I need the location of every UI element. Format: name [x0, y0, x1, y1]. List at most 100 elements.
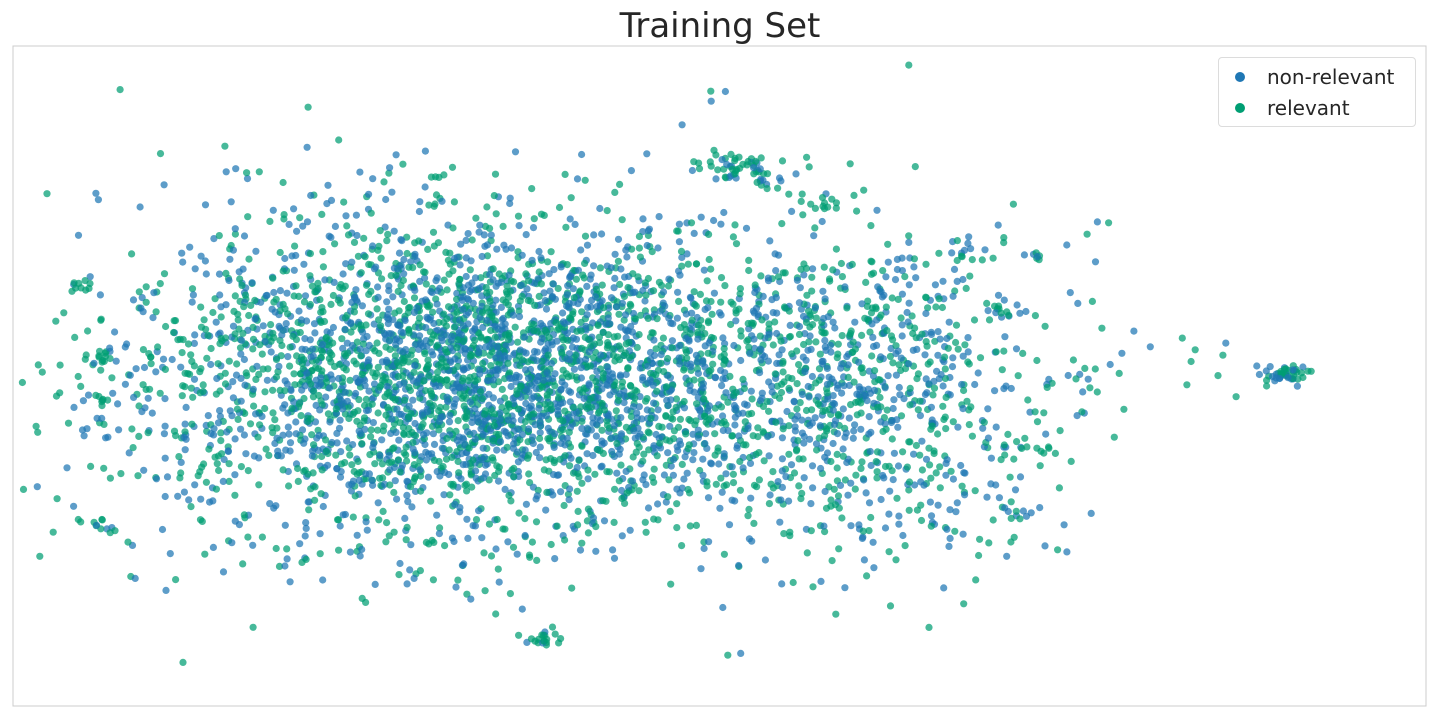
- point-non-relevant: [719, 412, 727, 420]
- point-relevant: [239, 329, 247, 337]
- point-non-relevant: [408, 503, 416, 511]
- point-relevant: [696, 290, 705, 298]
- point-non-relevant: [604, 381, 612, 389]
- point-relevant: [737, 332, 745, 340]
- points-layer: [18, 61, 1315, 667]
- point-non-relevant: [106, 344, 114, 352]
- point-relevant: [335, 546, 343, 554]
- point-non-relevant: [131, 574, 139, 583]
- point-relevant: [449, 482, 457, 490]
- point-relevant: [968, 256, 976, 264]
- point-relevant: [785, 450, 793, 458]
- point-non-relevant: [798, 390, 807, 398]
- point-relevant: [1054, 546, 1062, 554]
- point-relevant: [255, 370, 263, 378]
- point-relevant: [209, 308, 217, 317]
- point-relevant: [431, 173, 440, 181]
- point-relevant: [269, 429, 277, 437]
- point-relevant: [892, 556, 900, 564]
- point-relevant: [442, 363, 450, 371]
- point-non-relevant: [249, 385, 257, 393]
- point-relevant: [407, 483, 415, 491]
- point-relevant: [200, 316, 208, 324]
- point-relevant: [499, 222, 507, 230]
- point-relevant: [604, 331, 613, 339]
- point-relevant: [998, 366, 1006, 374]
- point-relevant: [873, 468, 881, 476]
- point-relevant: [409, 439, 417, 447]
- point-non-relevant: [540, 376, 548, 384]
- point-non-relevant: [818, 217, 826, 226]
- point-relevant: [292, 282, 300, 290]
- point-relevant: [712, 480, 720, 488]
- point-non-relevant: [586, 275, 594, 283]
- point-relevant: [344, 403, 352, 411]
- point-relevant: [374, 409, 382, 417]
- point-relevant: [300, 298, 309, 306]
- point-relevant: [682, 430, 690, 438]
- point-non-relevant: [267, 348, 275, 356]
- point-relevant: [584, 505, 593, 513]
- point-non-relevant: [209, 543, 217, 552]
- point-relevant: [544, 435, 552, 443]
- point-relevant: [879, 267, 887, 275]
- point-non-relevant: [471, 435, 479, 443]
- point-relevant: [737, 327, 745, 335]
- point-relevant: [983, 299, 991, 307]
- point-relevant: [488, 454, 497, 462]
- point-non-relevant: [877, 418, 885, 426]
- point-relevant: [269, 274, 277, 282]
- point-non-relevant: [694, 369, 703, 377]
- point-non-relevant: [757, 356, 765, 364]
- point-non-relevant: [633, 414, 641, 422]
- point-relevant: [616, 180, 624, 188]
- point-non-relevant: [629, 403, 638, 411]
- point-relevant: [213, 460, 221, 468]
- point-non-relevant: [308, 452, 316, 460]
- point-relevant: [621, 349, 630, 357]
- point-relevant: [610, 382, 618, 390]
- point-relevant: [424, 245, 432, 253]
- point-non-relevant: [388, 415, 396, 423]
- point-relevant: [653, 387, 661, 395]
- point-non-relevant: [926, 498, 935, 506]
- point-relevant: [493, 462, 501, 470]
- point-non-relevant: [778, 434, 787, 442]
- point-relevant: [454, 336, 462, 344]
- point-relevant: [1263, 382, 1271, 390]
- point-relevant: [599, 497, 607, 505]
- point-non-relevant: [281, 377, 289, 385]
- point-relevant: [641, 279, 649, 287]
- point-non-relevant: [281, 254, 289, 263]
- point-non-relevant: [696, 407, 704, 415]
- point-relevant: [573, 327, 581, 335]
- point-non-relevant: [873, 206, 881, 214]
- point-relevant: [627, 382, 635, 390]
- point-non-relevant: [457, 475, 465, 483]
- point-relevant: [147, 353, 155, 361]
- point-relevant: [862, 278, 870, 286]
- point-non-relevant: [939, 382, 947, 390]
- point-non-relevant: [189, 291, 197, 299]
- point-relevant: [803, 153, 811, 161]
- point-relevant: [60, 309, 68, 317]
- point-relevant: [693, 400, 701, 408]
- point-relevant: [346, 451, 354, 459]
- point-relevant: [187, 351, 195, 359]
- point-non-relevant: [285, 430, 293, 438]
- point-non-relevant: [700, 266, 708, 274]
- point-non-relevant: [650, 336, 658, 344]
- point-relevant: [146, 385, 154, 393]
- point-relevant: [481, 587, 489, 595]
- point-relevant: [296, 328, 304, 337]
- point-relevant: [340, 350, 349, 358]
- point-non-relevant: [339, 344, 347, 352]
- point-relevant: [657, 359, 665, 367]
- point-relevant: [893, 494, 901, 502]
- point-non-relevant: [447, 344, 455, 352]
- point-relevant: [322, 436, 330, 444]
- point-non-relevant: [821, 295, 829, 303]
- point-non-relevant: [499, 314, 507, 322]
- point-non-relevant: [967, 245, 975, 253]
- point-relevant: [469, 456, 477, 464]
